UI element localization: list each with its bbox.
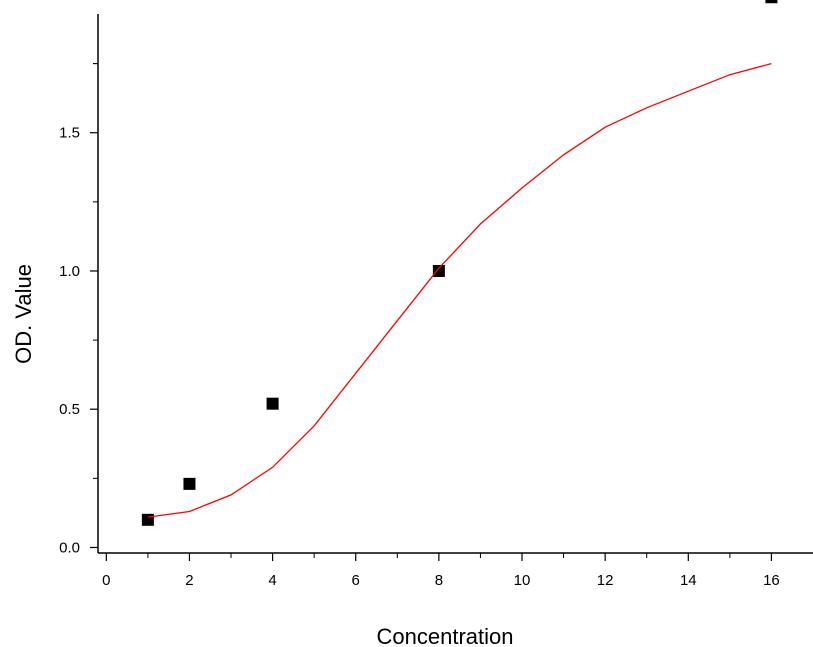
x-tick-label: 10 (514, 572, 531, 589)
x-tick-label: 4 (268, 572, 276, 589)
data-point (183, 477, 196, 490)
x-tick-label: 0 (102, 572, 110, 589)
x-tick-label: 16 (763, 572, 780, 589)
fit-curve-line (147, 62, 772, 518)
x-tick-label: 8 (435, 572, 443, 589)
y-tick-label: 0.5 (59, 401, 80, 418)
data-point (266, 397, 279, 410)
axes (97, 14, 813, 554)
x-tick-label: 2 (185, 572, 193, 589)
y-axis-title: OD. Value (11, 264, 36, 364)
y-tick-label: 0.0 (59, 539, 80, 556)
y-tick-label: 1.5 (59, 125, 80, 142)
data-point (141, 513, 154, 526)
x-tick-label: 6 (352, 572, 360, 589)
x-axis-title: Concentration (377, 624, 514, 647)
tick-labels: 0 2 4 6 8 10 12 14 16 0.0 0.5 1.0 1.5 (59, 125, 780, 589)
data-point (765, 0, 778, 4)
data-point (432, 264, 445, 277)
y-tick-label: 1.0 (59, 263, 80, 280)
ticks (90, 63, 773, 561)
series-layer (141, 0, 778, 526)
x-tick-label: 14 (680, 572, 697, 589)
x-tick-label: 12 (597, 572, 614, 589)
